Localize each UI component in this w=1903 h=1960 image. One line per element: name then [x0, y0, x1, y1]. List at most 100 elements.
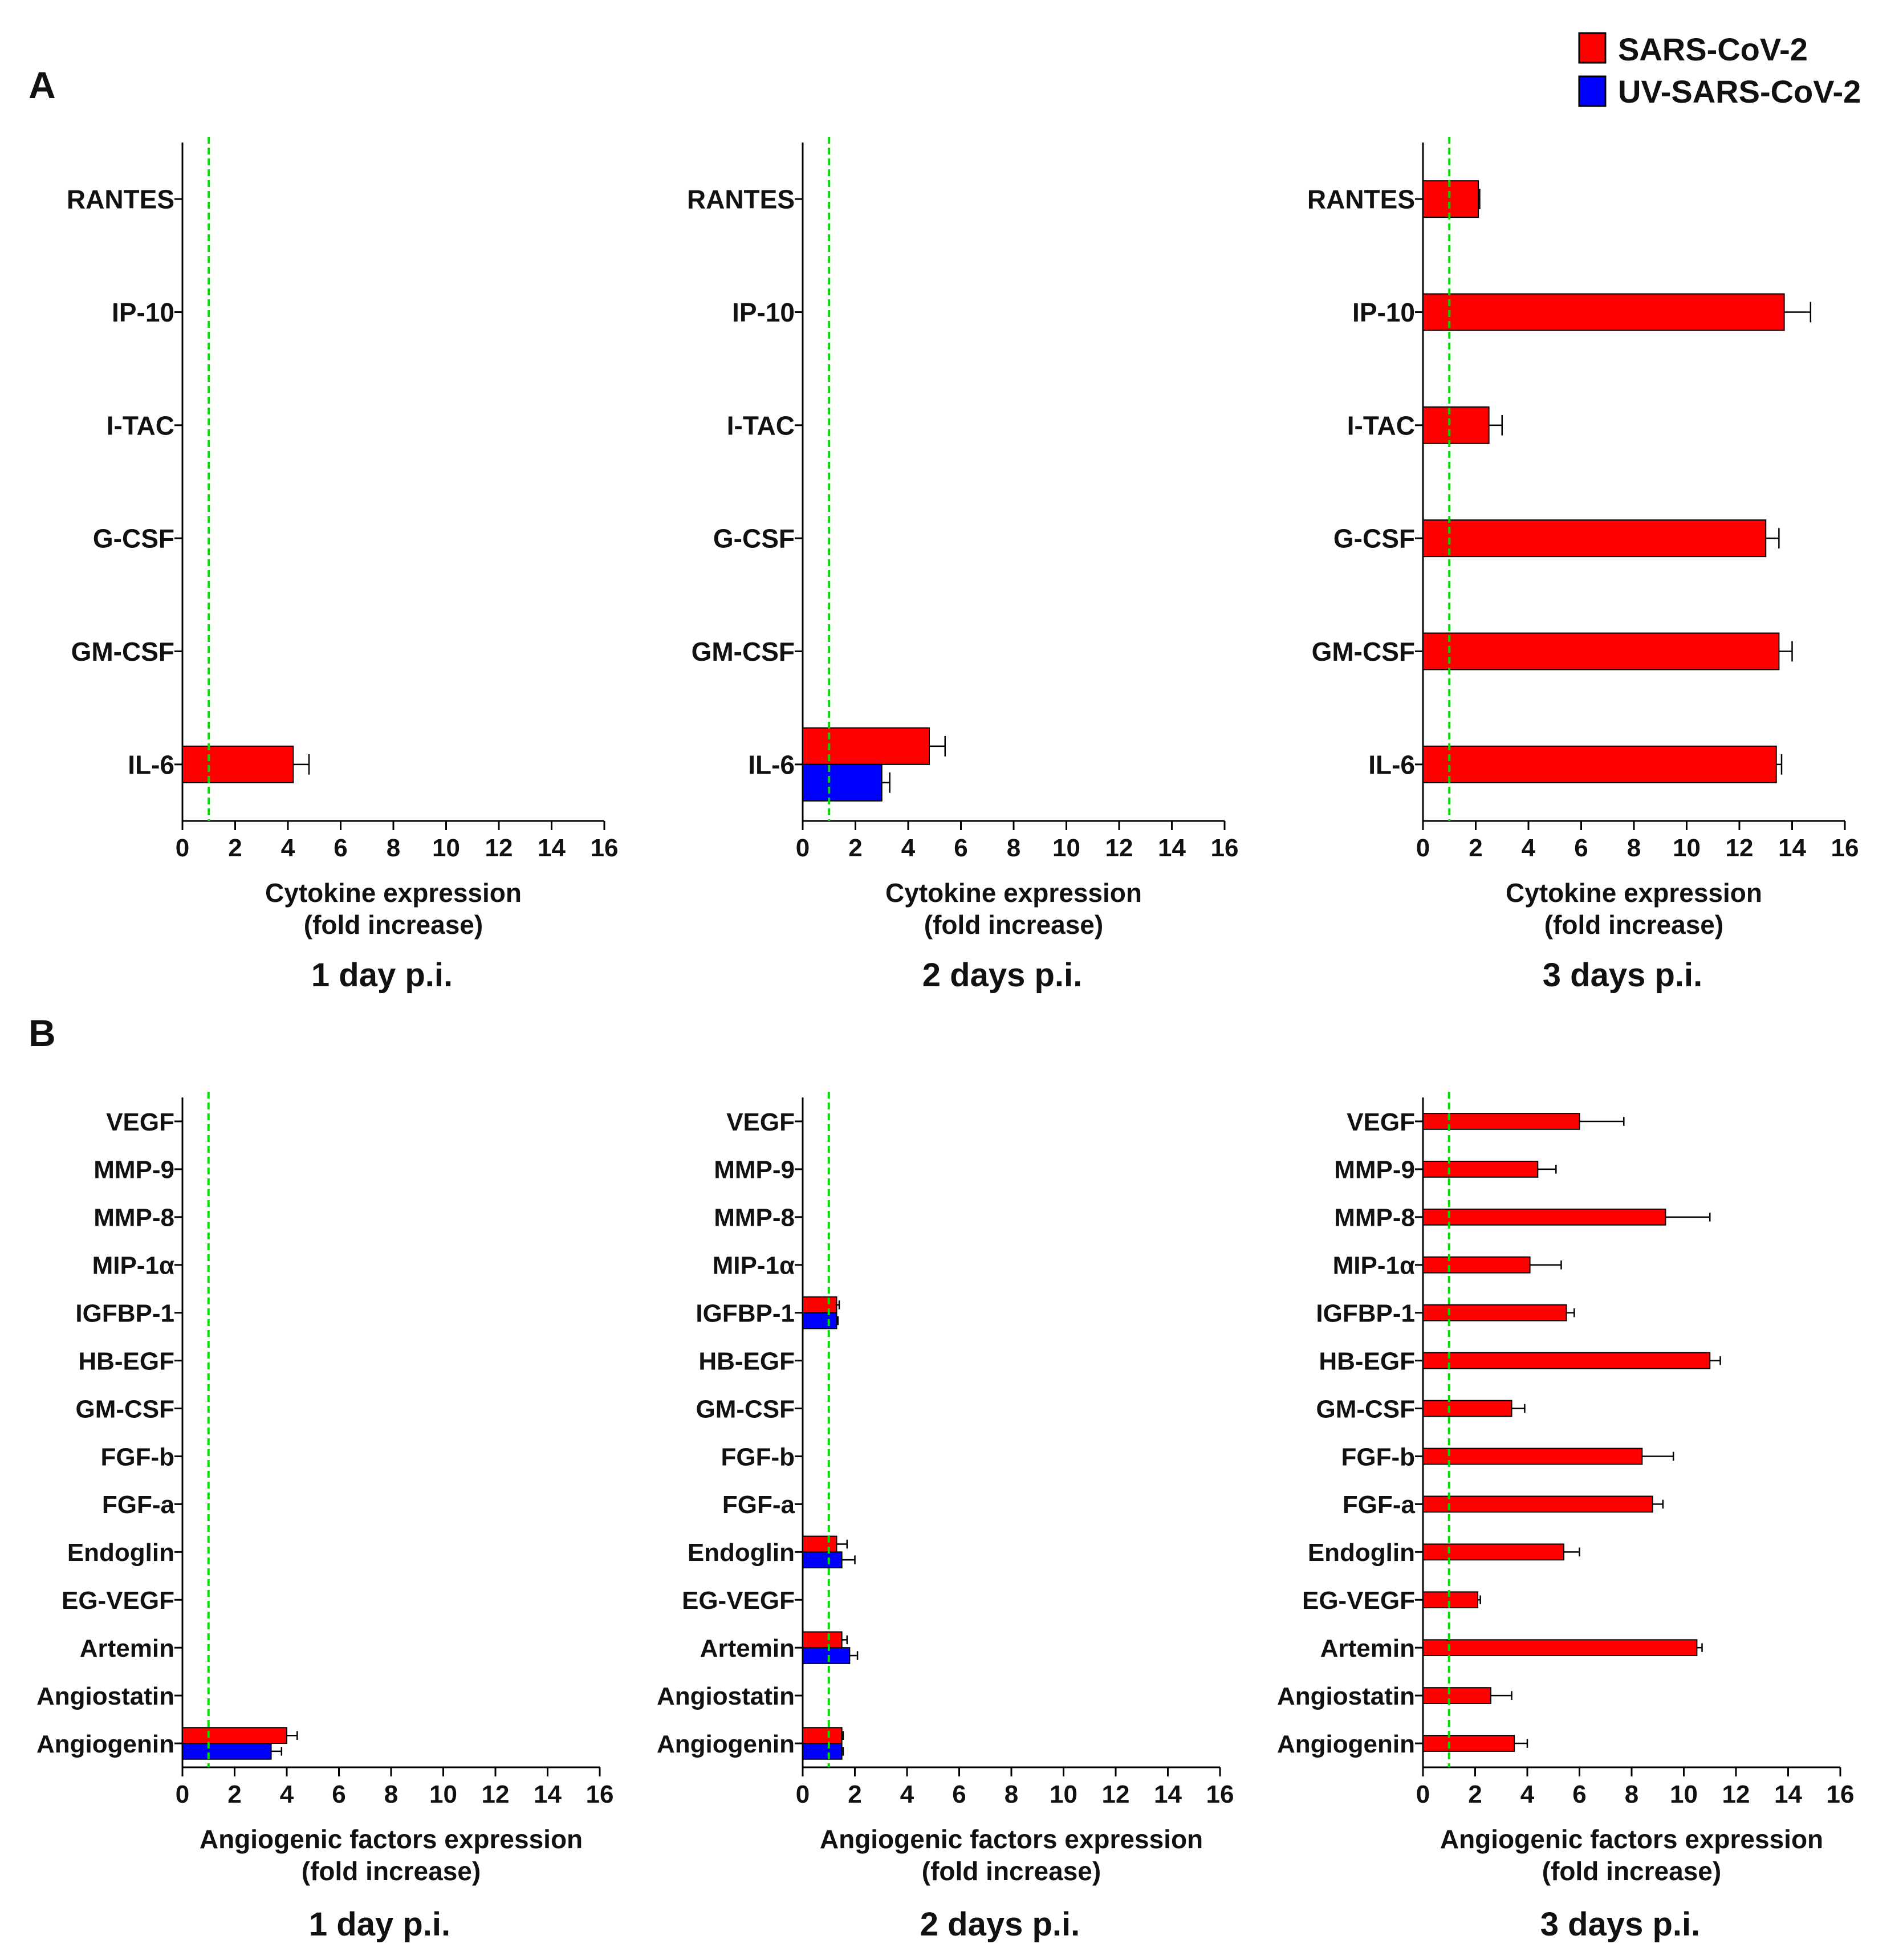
x-tick-label-4: 4 [280, 1780, 294, 1808]
x-axis-label-line-2: (fold increase) [1542, 1856, 1721, 1886]
category-label-gm-csf: GM-CSF [75, 1395, 174, 1423]
category-label-vegf: VEGF [726, 1108, 795, 1136]
chart-6: 0 2 4 6 8 10 12 14 16 VEGF MMP-9 MMP-8 MIP-1α IGFBP-1… [1277, 1092, 1854, 1943]
x-axis-label-line-1: Angiogenic factors expression [200, 1824, 583, 1854]
bar-sars-cov-2-ip-10 [1422, 293, 1785, 331]
bar-sars-cov-2-g-csf [1422, 519, 1767, 558]
bar-sars-cov-2-il-6 [1422, 745, 1777, 783]
bar-sars-cov-2-endoglin [1422, 1543, 1565, 1561]
category-label-angiogenin: Angiogenin [36, 1730, 174, 1758]
x-tick-label-10: 10 [432, 834, 460, 862]
x-tick-label-10: 10 [1050, 1780, 1077, 1808]
category-label-igfbp-1: IGFBP-1 [75, 1300, 174, 1328]
bar-sars-cov-2-angiostatin [1422, 1687, 1491, 1704]
category-label-angiostatin: Angiostatin [657, 1682, 795, 1710]
x-tick-label-14: 14 [1158, 834, 1186, 862]
x-tick-label-4: 4 [1520, 1780, 1535, 1808]
x-tick-label-8: 8 [1007, 834, 1020, 862]
x-tick-label-8: 8 [1005, 1780, 1018, 1808]
legend-swatch-uv-sars-cov-2 [1578, 75, 1607, 107]
category-label-ip-10: IP-10 [732, 298, 795, 327]
chart-title: 2 days p.i. [922, 957, 1082, 994]
category-label-gm-csf: GM-CSF [71, 637, 174, 666]
x-tick-label-16: 16 [586, 1780, 614, 1808]
x-tick-label-12: 12 [1722, 1780, 1750, 1808]
x-axis-label-line-2: (fold increase) [304, 910, 483, 940]
x-tick-label-10: 10 [1670, 1780, 1698, 1808]
x-tick-label-10: 10 [1673, 834, 1701, 862]
chart-3: 0 2 4 6 8 10 12 14 16 RANTES IP-10 I-TAC G-CSF GM-CSF… [1307, 137, 1859, 994]
x-axis-label-line-1: Angiogenic factors expression [1440, 1824, 1823, 1854]
chart-title: 1 day p.i. [309, 1906, 450, 1943]
bar-sars-cov-2-mmp-8 [1422, 1208, 1666, 1226]
bar-uv-sars-cov-2-artemin [802, 1647, 851, 1664]
category-label-fgf-b: FGF-b [1341, 1443, 1415, 1471]
bar-sars-cov-2-fgf-a [1422, 1495, 1653, 1513]
category-label-g-csf: G-CSF [713, 524, 795, 554]
category-label-gm-csf: GM-CSF [1316, 1395, 1415, 1423]
category-label-angiogenin: Angiogenin [1277, 1730, 1415, 1758]
x-tick-label-16: 16 [591, 834, 619, 862]
bar-sars-cov-2-igfbp-1 [1422, 1304, 1567, 1321]
category-label-mip-1: MIP-1α [713, 1252, 795, 1280]
category-label-igfbp-1: IGFBP-1 [1316, 1300, 1415, 1328]
x-tick-label-16: 16 [1831, 834, 1859, 862]
x-axis-label-line-2: (fold increase) [922, 1856, 1101, 1886]
category-label-hb-egf: HB-EGF [78, 1347, 174, 1375]
x-tick-label-12: 12 [1105, 834, 1133, 862]
x-tick-label-16: 16 [1206, 1780, 1234, 1808]
x-axis-label-line-1: Cytokine expression [1506, 878, 1762, 908]
chart-1: 0 2 4 6 8 10 12 14 16 RANTES IP-10 I-TAC G-CSF GM-CSF… [67, 137, 619, 994]
category-label-fgf-a: FGF-a [722, 1491, 795, 1519]
x-tick-label-0: 0 [1416, 1780, 1430, 1808]
x-tick-label-12: 12 [485, 834, 513, 862]
bar-sars-cov-2-gm-csf [1422, 632, 1780, 670]
category-label-g-csf: G-CSF [93, 524, 174, 554]
category-label-vegf: VEGF [106, 1108, 174, 1136]
bar-uv-sars-cov-2-angiogenin [802, 1743, 843, 1760]
category-label-igfbp-1: IGFBP-1 [696, 1300, 795, 1328]
category-label-fgf-a: FGF-a [102, 1491, 175, 1519]
bar-sars-cov-2-mip-1 [1422, 1256, 1531, 1274]
category-label-mmp-9: MMP-9 [93, 1156, 174, 1184]
x-tick-label-2: 2 [848, 834, 862, 862]
x-axis-label-line-2: (fold increase) [924, 910, 1103, 940]
category-label-vegf: VEGF [1347, 1108, 1415, 1136]
legend-swatch-sars-cov-2 [1578, 32, 1607, 64]
x-tick-label-0: 0 [796, 834, 810, 862]
x-tick-label-2: 2 [1469, 834, 1482, 862]
category-label-il-6: IL-6 [1368, 750, 1415, 779]
bar-uv-sars-cov-2-il-6 [802, 763, 883, 802]
bar-sars-cov-2-gm-csf [1422, 1400, 1512, 1417]
chart-4: 0 2 4 6 8 10 12 14 16 VEGF MMP-9 MMP-8 MIP-1α IGFBP-1… [36, 1092, 613, 1943]
x-tick-label-0: 0 [176, 1780, 189, 1808]
x-tick-label-4: 4 [901, 834, 916, 862]
bar-sars-cov-2-il-6 [182, 745, 294, 783]
bar-sars-cov-2-endoglin [802, 1535, 837, 1553]
category-label-endoglin: Endoglin [67, 1539, 174, 1567]
charts: 0 2 4 6 8 10 12 14 16 RANTES IP-10 I-TAC G-CSF GM-CSF… [36, 137, 1859, 1943]
bar-sars-cov-2-rantes [1422, 180, 1479, 218]
category-label-gm-csf: GM-CSF [692, 637, 795, 666]
x-tick-label-12: 12 [1726, 834, 1754, 862]
x-tick-label-6: 6 [334, 834, 347, 862]
category-label-mmp-9: MMP-9 [714, 1156, 795, 1184]
category-label-i-tac: I-TAC [107, 410, 174, 440]
category-label-rantes: RANTES [1307, 185, 1415, 214]
x-tick-label-14: 14 [534, 1780, 562, 1808]
x-tick-label-14: 14 [538, 834, 566, 862]
category-label-mmp-8: MMP-8 [93, 1204, 174, 1232]
category-label-eg-vegf: EG-VEGF [62, 1587, 174, 1615]
category-label-endoglin: Endoglin [688, 1539, 795, 1567]
x-tick-label-0: 0 [176, 834, 189, 862]
category-label-gm-csf: GM-CSF [1312, 637, 1415, 666]
panel-letter-b: B [29, 1012, 56, 1054]
bar-sars-cov-2-mmp-9 [1422, 1161, 1539, 1178]
bar-uv-sars-cov-2-endoglin [802, 1551, 843, 1569]
x-tick-label-4: 4 [1522, 834, 1536, 862]
x-tick-label-6: 6 [332, 1780, 345, 1808]
chart-title: 3 days p.i. [1540, 1906, 1700, 1943]
x-tick-label-6: 6 [1574, 834, 1588, 862]
category-label-eg-vegf: EG-VEGF [1302, 1587, 1415, 1615]
category-label-angiostatin: Angiostatin [36, 1682, 174, 1710]
